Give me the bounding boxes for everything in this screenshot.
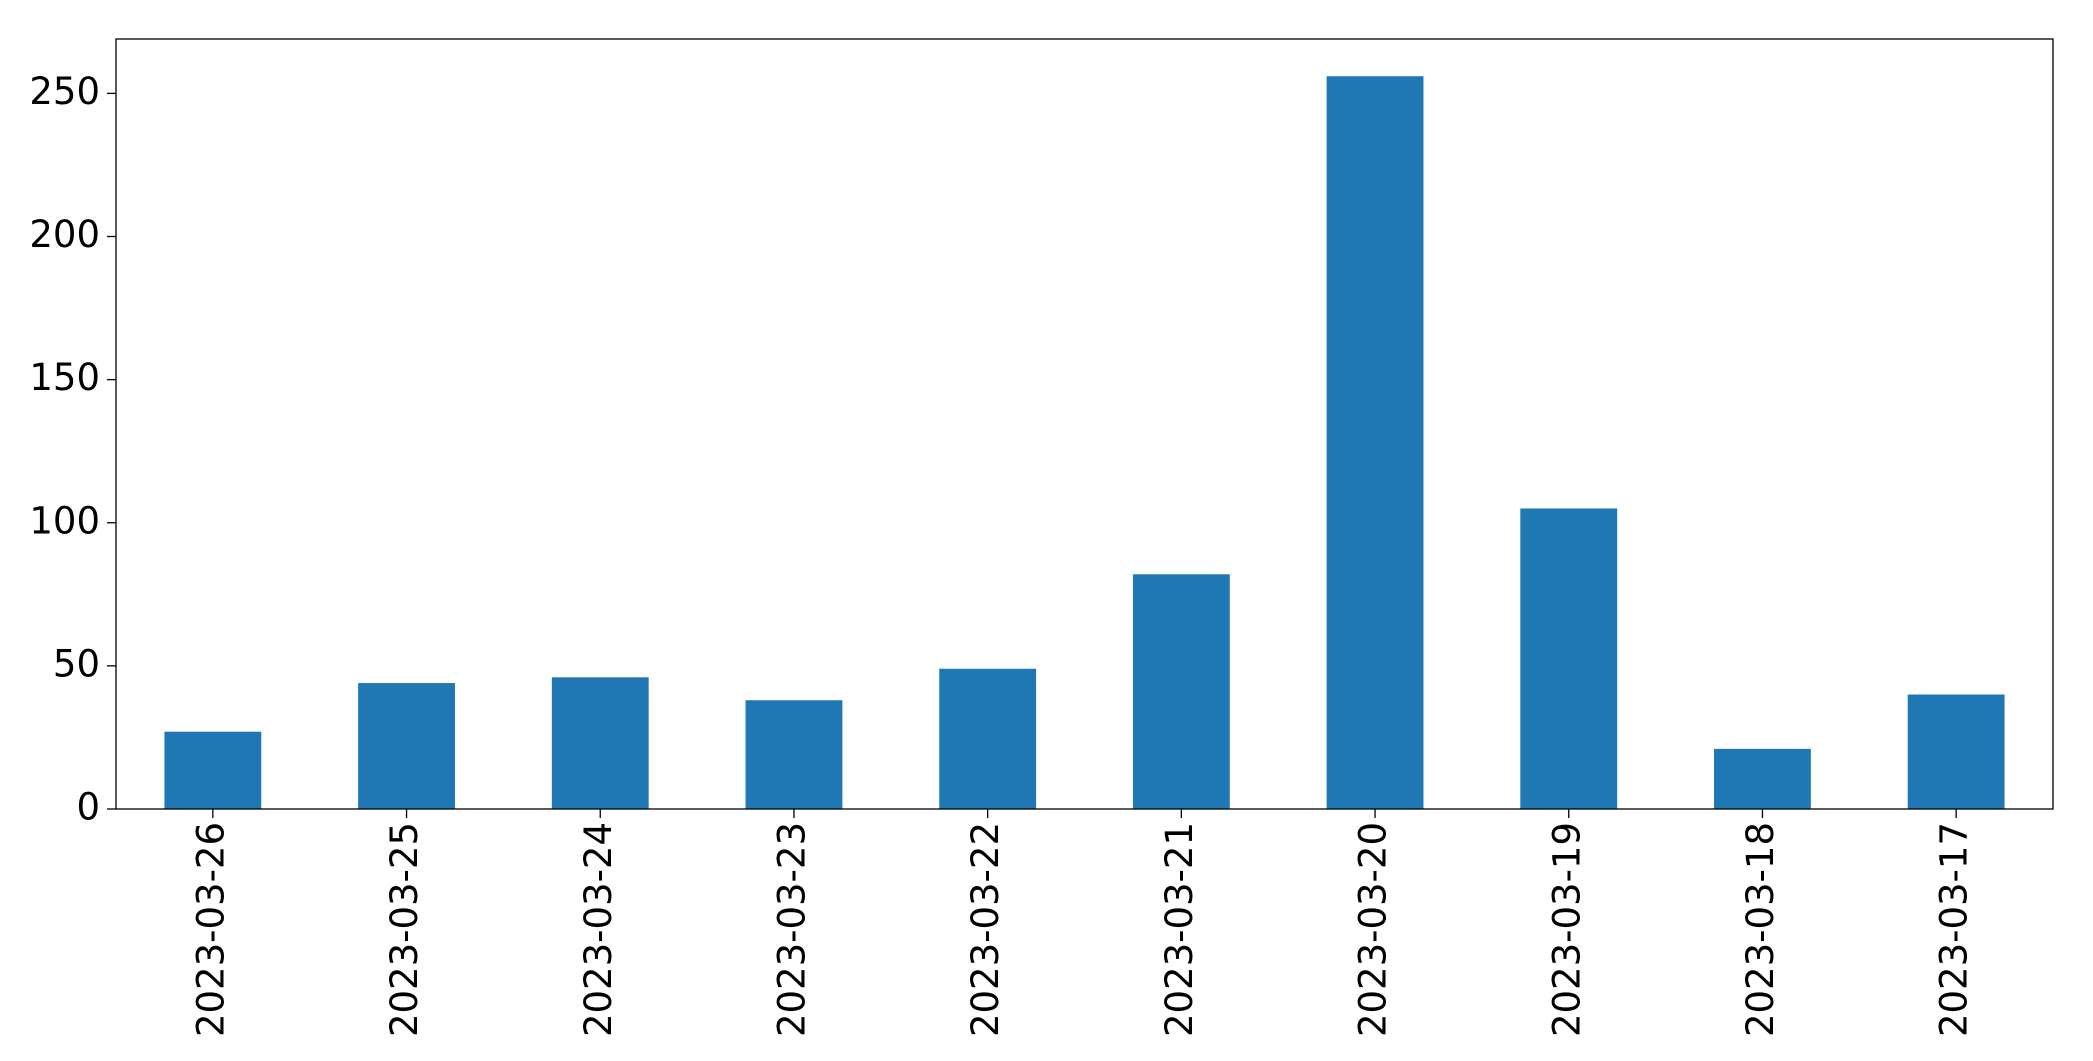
y-tick-label: 250 [29,70,100,113]
bar [745,700,843,809]
axes-frame [115,38,2054,810]
bar [939,668,1037,809]
x-tick-label: 2023-03-19 [1545,822,1588,1037]
bar [1520,508,1618,809]
x-tick-label: 2023-03-17 [1933,822,1976,1037]
x-tick-label: 2023-03-26 [189,822,232,1037]
bar [1326,76,1424,809]
x-tick-label: 2023-03-24 [577,822,620,1037]
y-tick-label: 0 [76,786,100,829]
bar [358,683,455,809]
x-tick-label: 2023-03-21 [1158,822,1201,1037]
bar [1907,694,2005,809]
x-tick-label: 2023-03-23 [770,822,813,1037]
y-tick-label: 200 [29,213,100,256]
x-tick-label: 2023-03-18 [1739,822,1782,1037]
x-tick-label: 2023-03-25 [383,822,426,1037]
y-tick-label: 50 [53,642,100,685]
bar [1132,574,1230,809]
bar [164,731,262,809]
y-tick-label: 100 [29,499,100,542]
bar [551,677,649,809]
y-tick-label: 150 [29,356,100,399]
bar [1714,748,1811,809]
x-tick-label: 2023-03-22 [964,822,1007,1037]
x-tick-label: 2023-03-20 [1352,822,1395,1037]
